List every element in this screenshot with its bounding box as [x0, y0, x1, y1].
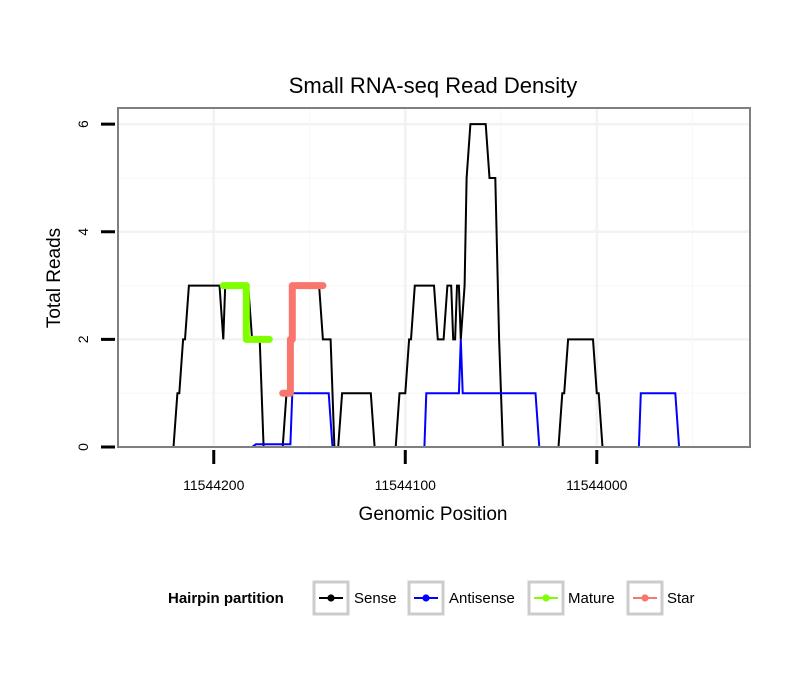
legend-item-mature: Mature — [527, 580, 615, 616]
legend-key-dot — [641, 594, 649, 602]
chart-title: Small RNA-seq Read Density — [289, 73, 578, 98]
plot-panel — [117, 107, 751, 449]
legend: Hairpin partition Sense Antisense Mature St… — [168, 580, 695, 616]
series-star-line — [279, 282, 327, 397]
y-tick-label: 0 — [75, 443, 91, 451]
series-layer — [127, 123, 745, 448]
legend-item-antisense: Antisense — [407, 580, 515, 616]
y-tick-label: 4 — [75, 228, 91, 236]
legend-items: Sense Antisense Mature Star — [312, 580, 695, 616]
x-axis: 11544200 11544100 11544000 — [183, 450, 628, 493]
legend-label: Sense — [354, 590, 397, 607]
legend-item-star: Star — [626, 580, 695, 616]
series-antisense-line — [173, 339, 693, 448]
plot-border — [117, 107, 751, 448]
legend-label: Antisense — [449, 590, 515, 607]
y-tick-label: 2 — [75, 335, 91, 343]
x-axis-label: Genomic Position — [359, 504, 508, 525]
legend-title: Hairpin partition — [168, 590, 284, 607]
series-mature-line — [219, 282, 273, 343]
x-tick-label: 11544100 — [375, 477, 436, 493]
legend-label: Mature — [568, 590, 615, 607]
x-tick-label: 11544200 — [183, 477, 244, 493]
plot-background — [118, 108, 750, 447]
y-axis: 0 2 4 6 — [75, 120, 115, 451]
y-axis-label: Total Reads — [44, 228, 65, 328]
legend-item-sense: Sense — [312, 580, 397, 616]
legend-label: Star — [667, 590, 695, 607]
legend-key-dot — [327, 594, 335, 602]
legend-key-dot — [422, 594, 430, 602]
legend-key-dot — [542, 594, 550, 602]
x-tick-label: 11544000 — [566, 477, 627, 493]
y-tick-label: 6 — [75, 120, 91, 128]
